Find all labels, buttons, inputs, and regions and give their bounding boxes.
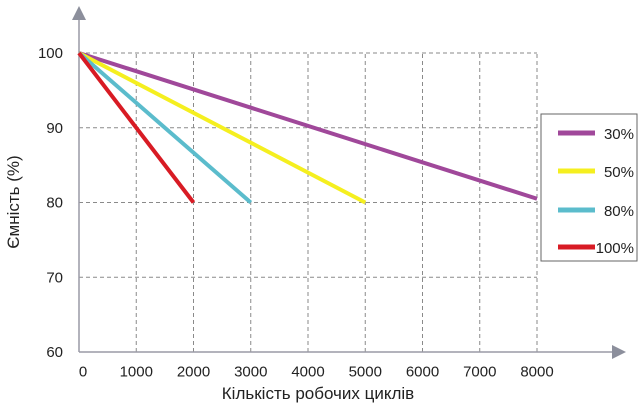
x-tick-label: 3000 <box>234 363 267 380</box>
y-tick-label: 90 <box>46 120 63 137</box>
legend-box <box>540 113 638 262</box>
x-tick-label: 4000 <box>291 363 324 380</box>
legend: 30% 50% 80% 100% <box>540 113 638 262</box>
y-tick-label: 100 <box>38 45 63 62</box>
x-tick-label: 5000 <box>349 363 382 380</box>
legend-label: 80% <box>604 203 634 220</box>
series-line <box>78 51 538 201</box>
y-tick-label: 80 <box>46 195 63 212</box>
legend-label: 100% <box>596 240 634 257</box>
series-line <box>77 51 196 204</box>
series-line <box>77 51 253 205</box>
x-tick-label: 7000 <box>463 363 496 380</box>
x-tick-label: 1000 <box>120 363 153 380</box>
series-line <box>78 51 367 205</box>
y-tick-label: 70 <box>46 269 63 286</box>
grid <box>79 52 538 352</box>
legend-label: 30% <box>604 126 634 143</box>
x-axis-title: Кількість робочих циклів <box>222 384 414 403</box>
y-tick-label: 60 <box>46 344 63 361</box>
x-tick-label: 6000 <box>406 363 439 380</box>
tick-labels: 0 1000 2000 3000 4000 5000 6000 7000 8000 60 70 80 9… <box>38 45 554 380</box>
x-tick-label: 2000 <box>177 363 210 380</box>
x-tick-label: 8000 <box>520 363 553 380</box>
x-axis-arrow <box>612 345 626 359</box>
x-tick-label: 0 <box>79 363 87 380</box>
series-group <box>77 51 538 205</box>
y-axis-arrow <box>72 6 86 20</box>
legend-label: 50% <box>604 164 634 181</box>
axes <box>72 6 626 359</box>
y-axis-title: Ємність (%) <box>4 155 23 248</box>
